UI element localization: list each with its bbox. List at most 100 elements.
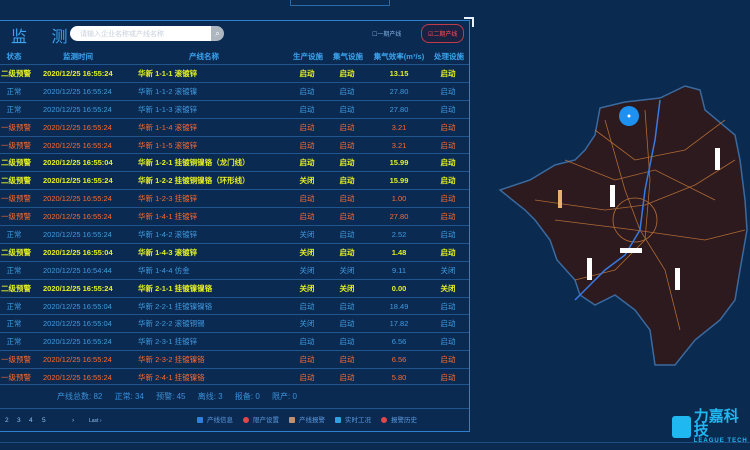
warning-count: 预警: 45 <box>156 392 186 401</box>
time-cell: 2020/12/25 16:55:24 <box>43 140 112 150</box>
legend-label: 报警历史 <box>391 417 417 424</box>
production-cell: 启动 <box>299 301 315 311</box>
table-row[interactable]: 正常 2020/12/25 16:54:44 华新 1-4-4 仿金 关闭 关闭 9.11… <box>0 260 469 279</box>
table-row[interactable]: 一级预警 2020/12/25 16:55:24 华新 1-1-4 滚镀锌 启动 启动 3… <box>0 117 469 136</box>
line-name-cell: 华新 1-4-1 挂镀锌 <box>138 212 198 222</box>
status-cell: 正常 <box>6 230 22 240</box>
normal-count: 正常: 34 <box>114 392 144 401</box>
logo-name: 力嘉科技 <box>693 408 739 439</box>
table-row[interactable]: 正常 2020/12/25 16:55:04 华新 2-2-1 挂镀镍镍铬 启动 启动 1… <box>0 296 469 315</box>
production-cell: 启动 <box>299 158 315 168</box>
treatment-cell: 启动 <box>440 337 456 347</box>
legend-label: 实时工况 <box>345 417 371 424</box>
time-cell: 2020/12/25 16:55:24 <box>43 86 112 96</box>
line-name-cell: 华新 2-2-1 挂镀镍镍铬 <box>138 301 213 311</box>
efficiency-cell: 6.56 <box>391 355 407 365</box>
monitor-panel: 监 测 请输入企业名称或产线名称 ⌕ ☐一期产线 ☑二期产线 状态 监测时间 产… <box>0 17 474 432</box>
table-row[interactable]: 二级预警 2020/12/25 16:55:04 华新 1-2-1 挂镀铜镍铬（龙门… <box>0 153 469 171</box>
status-cell: 正常 <box>6 319 22 329</box>
efficiency-cell: 1.00 <box>391 194 407 204</box>
checkbox-phase-2[interactable]: ☑二期产线 <box>421 24 465 43</box>
status-cell: 正常 <box>6 301 22 311</box>
time-cell: 2020/12/25 16:55:24 <box>43 337 112 347</box>
search-input[interactable]: 请输入企业名称或产线名称 <box>70 26 220 41</box>
page-4[interactable]: 4 <box>29 417 33 424</box>
last-page[interactable]: Last › <box>89 418 102 424</box>
legend-item[interactable]: 产线信息 <box>197 417 233 424</box>
production-cell: 启动 <box>299 86 315 96</box>
status-cell: 一级预警 <box>1 373 31 383</box>
page-title: 监 测 <box>11 29 78 46</box>
gas-cell: 启动 <box>339 158 355 168</box>
next-page[interactable]: › <box>72 417 75 424</box>
production-cell: 启动 <box>299 355 315 365</box>
time-cell: 2020/12/25 16:55:24 <box>43 104 112 114</box>
production-cell: 启动 <box>299 69 315 78</box>
legend-item[interactable]: 实时工况 <box>335 417 371 424</box>
table-row[interactable]: 一级预警 2020/12/25 16:55:24 华新 1-1-5 滚镀锌 启动 启动 3… <box>0 135 469 154</box>
time-cell: 2020/12/25 16:55:24 <box>43 355 112 365</box>
gas-cell: 启动 <box>339 373 355 383</box>
time-cell: 2020/12/25 16:55:24 <box>43 283 113 293</box>
gas-cell: 启动 <box>339 86 355 96</box>
gas-cell: 启动 <box>339 319 355 329</box>
status-cell: 二级预警 <box>1 158 31 168</box>
map-river <box>574 99 661 301</box>
treatment-cell: 启动 <box>440 373 456 383</box>
gas-cell: 启动 <box>339 140 355 150</box>
region-map[interactable] <box>495 80 750 380</box>
line-name-cell: 华新 1-1-4 滚镀锌 <box>138 122 198 132</box>
table-row[interactable]: 二级预警 2020/12/25 16:55:04 华新 1-4-3 滚镀锌 关闭 启动 1… <box>0 242 469 261</box>
table-row[interactable]: 正常 2020/12/25 16:55:24 华新 2-3-1 挂镀锌 启动 启动 6.5… <box>0 332 469 350</box>
line-name-cell: 华新 1-1-3 滚镀锌 <box>138 104 198 114</box>
table-header: 状态 监测时间 产线名称 生产设施 集气设施 集气效率(m³/s) 处理设施 <box>0 47 469 65</box>
offline-count: 离线: 3 <box>197 392 223 401</box>
status-cell: 一级预警 <box>1 140 31 150</box>
time-cell: 2020/12/25 16:55:04 <box>43 301 112 311</box>
production-cell: 启动 <box>299 212 315 222</box>
treatment-cell: 启动 <box>440 104 456 114</box>
legend-item[interactable]: 报警历史 <box>381 417 417 424</box>
legend-item[interactable]: 限产设置 <box>243 417 279 424</box>
col-time: 监测时间 <box>63 52 93 61</box>
production-cell: 关闭 <box>299 230 315 240</box>
legend-item[interactable]: 产线报警 <box>289 417 325 424</box>
page-5[interactable]: 5 <box>42 417 46 424</box>
status-cell: 一级预警 <box>1 194 31 204</box>
table-row[interactable]: 一级预警 2020/12/25 16:55:24 华新 2-4-1 挂镀镍铬 启动 启动… <box>0 368 469 386</box>
table-row[interactable]: 一级预警 2020/12/25 16:55:24 华新 1-4-1 挂镀锌 启动 启动 2… <box>0 207 469 225</box>
page-2[interactable]: 2 <box>5 417 9 424</box>
gas-cell: 启动 <box>339 122 355 132</box>
checkbox-phase-1[interactable]: ☐一期产线 <box>372 32 402 38</box>
company-logo: 力嘉科技 LEAGUE TECH <box>672 408 750 444</box>
table-row[interactable]: 正常 2020/12/25 16:55:24 华新 1-1-3 滚镀锌 启动 启动 27.… <box>0 99 469 118</box>
efficiency-cell: 0.00 <box>391 283 407 293</box>
table-row[interactable]: 二级预警 2020/12/25 16:55:24 华新 2-1-1 挂镀镍镍铬 关闭 关… <box>0 278 469 297</box>
realtime-icon <box>335 417 341 424</box>
col-efficiency: 集气效率(m³/s) <box>373 52 425 61</box>
time-cell: 2020/12/25 16:55:04 <box>43 247 113 257</box>
table-row[interactable]: 一级预警 2020/12/25 16:55:24 华新 1-2-3 挂镀锌 启动 启动 1… <box>0 189 469 207</box>
search-icon[interactable]: ⌕ <box>211 26 224 41</box>
gas-cell: 启动 <box>339 69 355 78</box>
line-name-cell: 华新 1-2-2 挂镀铜镍铬（环形线） <box>138 176 250 186</box>
page-3[interactable]: 3 <box>17 417 21 424</box>
table-row[interactable]: 正常 2020/12/25 16:55:24 华新 1-1-2 滚镀镍 启动 启动 27.… <box>0 81 469 100</box>
table-row[interactable]: 正常 2020/12/25 16:55:04 华新 2-2-2 滚镀铜锡 关闭 启动 17… <box>0 314 469 332</box>
table-row[interactable]: 正常 2020/12/25 16:55:24 华新 1-4-2 滚镀锌 关闭 启动 2.5… <box>0 225 469 243</box>
logo-subtitle: LEAGUE TECH <box>693 438 748 444</box>
production-cell: 关闭 <box>299 176 315 186</box>
time-cell: 2020/12/25 16:55:24 <box>43 373 112 383</box>
production-cell: 关闭 <box>299 319 315 329</box>
table-row[interactable]: 一级预警 2020/12/25 16:55:24 华新 2-3-2 挂镀镍铬 启动 启动… <box>0 350 469 368</box>
info-icon <box>197 417 203 424</box>
table-row[interactable]: 二级预警 2020/12/25 16:55:24 华新 1-2-2 挂镀铜镍铬（环形… <box>0 171 469 189</box>
status-cell: 一级预警 <box>1 212 31 222</box>
status-cell: 正常 <box>6 337 22 347</box>
status-cell: 二级预警 <box>1 283 31 293</box>
production-cell: 启动 <box>299 337 315 347</box>
table-row[interactable]: 二级预警 2020/12/25 16:55:24 华新 1-1-1 滚镀锌 启动 启动 1… <box>0 64 469 82</box>
line-name-cell: 华新 2-3-2 挂镀镍铬 <box>138 355 205 365</box>
time-cell: 2020/12/25 16:55:24 <box>43 212 112 222</box>
gas-cell: 启动 <box>339 212 355 222</box>
